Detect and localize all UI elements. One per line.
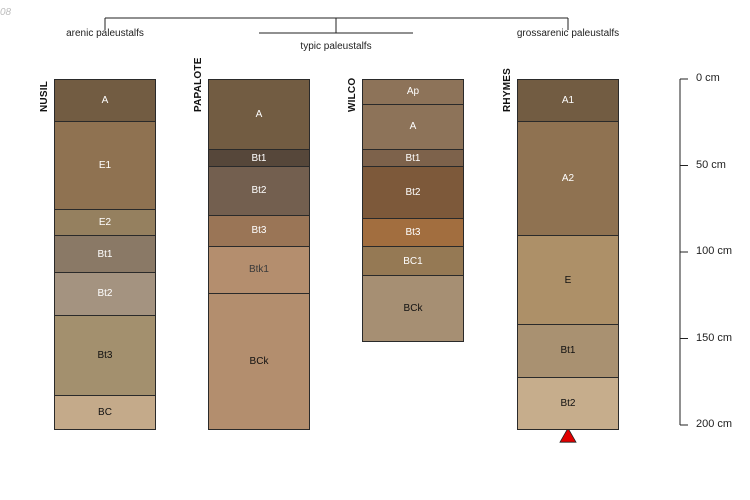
profile-name: NUSIL: [39, 81, 50, 112]
horizon: A: [208, 79, 310, 150]
horizon: Bt3: [54, 316, 156, 396]
horizon: E1: [54, 122, 156, 211]
group-label: typic paleustalfs: [300, 41, 372, 52]
horizon: Bt1: [54, 236, 156, 273]
horizon: Bt2: [54, 272, 156, 316]
horizon: BC: [54, 395, 156, 431]
horizon: Bt2: [362, 167, 464, 220]
horizon: Bt3: [362, 219, 464, 247]
profile-name: RHYMES: [502, 68, 513, 112]
horizon: A1: [517, 79, 619, 123]
horizon: Btk1: [208, 246, 310, 294]
bottom-marker-triangle-icon: [559, 427, 577, 443]
horizon: Bt2: [208, 167, 310, 216]
group-label: grossarenic paleustalfs: [516, 28, 620, 39]
horizon: BC1: [362, 246, 464, 277]
depth-tick-label: 0 cm: [696, 72, 720, 84]
horizon: Bt1: [517, 324, 619, 379]
horizon: Bt1: [208, 149, 310, 168]
depth-tick-label: 100 cm: [696, 245, 733, 257]
horizon: E: [517, 236, 619, 325]
depth-tick-label: 200 cm: [696, 418, 733, 430]
profile-name: WILCO: [347, 77, 358, 112]
depth-tick-label: 50 cm: [696, 158, 726, 171]
horizon: E2: [54, 210, 156, 237]
horizon: Ap: [362, 79, 464, 105]
horizon: A: [54, 79, 156, 123]
horizon: A: [362, 104, 464, 150]
horizon: BCk: [362, 276, 464, 342]
horizon: A2: [517, 122, 619, 237]
horizon: Bt1: [362, 149, 464, 168]
horizon: BCk: [208, 293, 310, 431]
corner-label: 08: [0, 7, 12, 18]
horizon: Bt2: [517, 378, 619, 431]
depth-tick-label: 150 cm: [696, 331, 733, 344]
profile-name: PAPALOTE: [193, 57, 204, 112]
horizon: Bt3: [208, 215, 310, 247]
group-label: arenic paleustalfs: [66, 28, 144, 39]
